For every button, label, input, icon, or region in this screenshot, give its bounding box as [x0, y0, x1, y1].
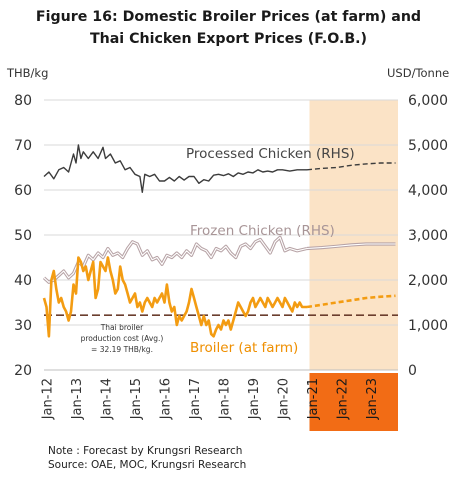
x-tick-label: Jan-19	[247, 378, 262, 420]
x-tick-label: Jan-20	[277, 378, 292, 420]
left-tick-label: 20	[14, 363, 32, 379]
chart-title-line2: Thai Chicken Export Prices (F.O.B.)	[89, 31, 368, 47]
left-tick-label: 70	[14, 138, 32, 154]
forecast-axis-highlight	[309, 373, 398, 431]
right-tick-label: 1,000	[408, 318, 448, 334]
left-tick-label: 60	[14, 183, 32, 199]
chart-title: Figure 16: Domestic Broiler Prices (at f…	[0, 6, 457, 50]
x-tick-label: Jan-13	[70, 378, 85, 420]
left-axis-unit: THB/kg	[6, 66, 48, 80]
x-tick-label: Jan-15	[129, 378, 144, 420]
right-axis-unit: USD/Tonne	[387, 66, 449, 80]
frozen-line-inner	[43, 236, 308, 283]
left-tick-label: 50	[14, 228, 32, 244]
right-tick-label: 6,000	[408, 93, 448, 109]
x-tick-label: Jan-21	[306, 378, 321, 420]
frozen-forecast-line	[306, 242, 396, 251]
processed-line	[43, 144, 307, 194]
frozen-line	[42, 235, 308, 284]
right-tick-label: 5,000	[408, 138, 448, 154]
broiler-line	[42, 256, 307, 338]
footnote-source: Source: OAE, MOC, Krungsri Research	[48, 459, 247, 471]
frozen-line-outer	[42, 235, 308, 284]
right-tick-label: 2,000	[408, 273, 448, 289]
axis-layer: 80 70 60 50 40 30 20 6,000 5,000 4,000 3,000 2,000 1…	[6, 66, 449, 420]
chart-title-line1: Figure 16: Domestic Broiler Prices (at f…	[35, 9, 422, 25]
series-layer	[42, 144, 398, 338]
x-tick-label: Jan-18	[218, 378, 233, 420]
right-tick-label: 4,000	[408, 183, 448, 199]
processed-forecast-line	[306, 162, 396, 171]
left-tick-label: 30	[14, 318, 32, 334]
x-tick-label: Jan-17	[188, 378, 203, 420]
broiler-label: Broiler (at farm)	[190, 340, 298, 356]
production-cost-note-line2: production cost (Avg.)	[81, 334, 164, 343]
left-tick-label: 40	[14, 273, 32, 289]
x-tick-label: Jan-23	[365, 378, 380, 420]
footnotes: Note : Forecast by Krungsri Research Sou…	[48, 444, 246, 472]
frozen-chicken-label: Frozen Chicken (RHS)	[190, 223, 335, 239]
x-tick-label: Jan-12	[41, 378, 56, 420]
broiler-forecast-line	[306, 294, 396, 309]
left-tick-label: 80	[14, 93, 32, 109]
x-tick-label: Jan-14	[100, 378, 115, 420]
processed-chicken-label: Processed Chicken (RHS)	[186, 146, 355, 162]
footnote-forecast: Note : Forecast by Krungsri Research	[48, 445, 243, 457]
frozen-forecast-line-inner	[306, 243, 396, 250]
right-tick-label: 0	[408, 363, 417, 379]
annotation-layer: Processed Chicken (RHS) Frozen Chicken (…	[81, 146, 355, 356]
production-cost-note-line3: = 32.19 THB/kg.	[91, 345, 153, 354]
x-tick-label: Jan-22	[336, 378, 351, 420]
x-tick-label: Jan-16	[159, 378, 174, 420]
right-tick-label: 3,000	[408, 228, 448, 244]
production-cost-note-line1: Thai broiler	[100, 323, 144, 332]
